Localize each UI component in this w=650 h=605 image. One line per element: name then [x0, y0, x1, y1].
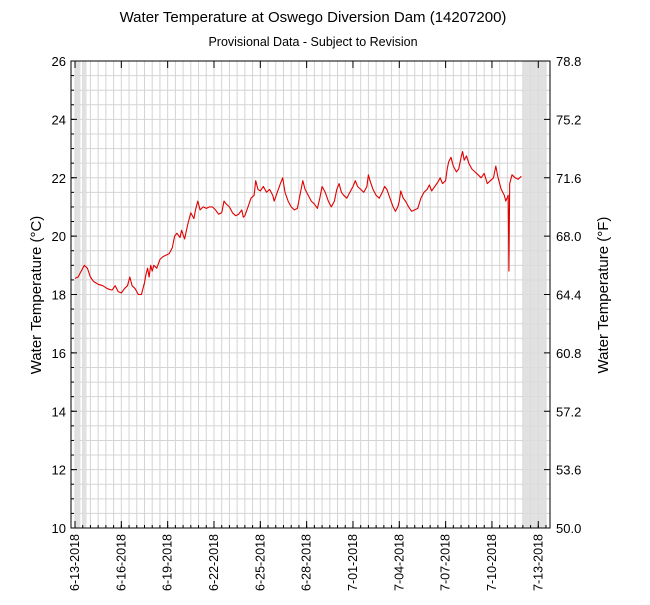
x-tick-label: 6-13-2018	[68, 534, 82, 591]
y-right-tick-label: 78.8	[556, 54, 581, 69]
shaded-region	[82, 61, 87, 528]
x-tick-label: 7-04-2018	[392, 534, 406, 591]
y-left-tick-label: 20	[52, 229, 66, 244]
y-left-tick-label: 24	[52, 112, 66, 127]
y-left-tick-label: 22	[52, 171, 66, 186]
series-line-water-temperature	[74, 150, 522, 296]
x-axis-ticks: 6-13-2018 6-16-2018 6-19-2018 6-22-2018 6-25…	[68, 61, 547, 591]
y-axis-left-label: Water Temperature (°C)	[28, 216, 45, 375]
x-tick-label: 6-16-2018	[114, 534, 128, 591]
shaded-region	[522, 61, 546, 528]
y-right-tick-label: 60.8	[556, 346, 581, 361]
x-tick-label: 6-22-2018	[207, 534, 221, 591]
y-right-tick-label: 75.2	[556, 112, 581, 127]
x-tick-label: 6-25-2018	[253, 534, 267, 591]
shaded-region	[75, 61, 81, 528]
y-left-tick-label: 12	[52, 463, 66, 478]
x-tick-label: 7-13-2018	[531, 534, 545, 591]
x-tick-label: 6-19-2018	[161, 534, 175, 591]
x-tick-label: 6-28-2018	[300, 534, 314, 591]
y-right-tick-label: 71.6	[556, 171, 581, 186]
y-axis-right-ticks: 50.0 53.6 57.2 60.8 64.4 68.0 71.6 75.2 78.8	[544, 54, 581, 536]
y-axis-left-ticks: 10 12 14 16 18 20 22 24 26	[52, 54, 77, 536]
y-right-tick-label: 53.6	[556, 463, 581, 478]
y-right-tick-label: 64.4	[556, 288, 581, 303]
y-right-tick-label: 50.0	[556, 521, 581, 536]
chart-subtitle: Provisional Data - Subject to Revision	[208, 35, 417, 49]
y-right-tick-label: 57.2	[556, 404, 581, 419]
y-left-tick-label: 10	[52, 521, 66, 536]
y-axis-right-label: Water Temperature (°F)	[595, 217, 612, 374]
x-tick-label: 7-07-2018	[439, 534, 453, 591]
x-tick-label: 7-01-2018	[346, 534, 360, 591]
y-right-tick-label: 68.0	[556, 229, 581, 244]
chart-title: Water Temperature at Oswego Diversion Da…	[120, 9, 507, 26]
shaded-regions	[75, 61, 546, 528]
y-left-tick-label: 14	[52, 404, 66, 419]
y-left-tick-label: 16	[52, 346, 66, 361]
series-layer	[74, 150, 522, 296]
x-tick-label: 7-10-2018	[485, 534, 499, 591]
y-left-tick-label: 18	[52, 288, 66, 303]
y-left-tick-label: 26	[52, 54, 66, 69]
